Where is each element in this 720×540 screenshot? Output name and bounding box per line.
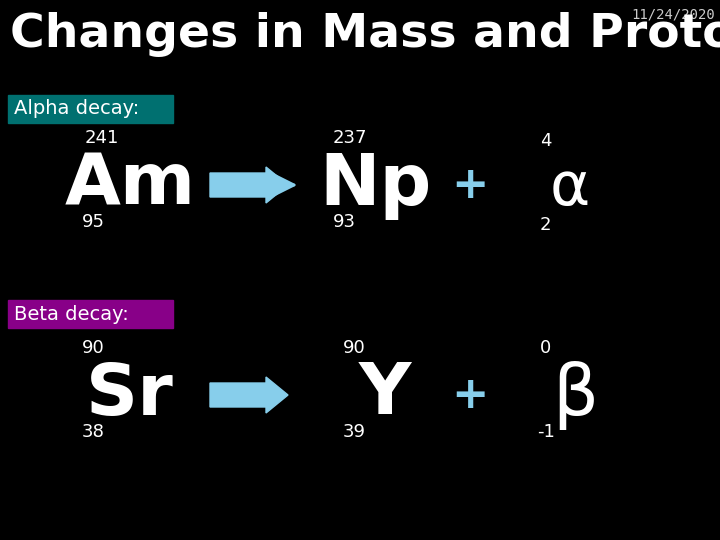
Text: Am: Am	[64, 151, 196, 219]
Text: 237: 237	[333, 129, 367, 147]
Text: 93: 93	[333, 213, 356, 231]
Text: 4: 4	[540, 132, 552, 150]
Text: 38: 38	[82, 423, 105, 441]
Text: -1: -1	[537, 423, 555, 441]
Text: 241: 241	[85, 129, 120, 147]
Text: 39: 39	[343, 423, 366, 441]
Text: Alpha decay:: Alpha decay:	[14, 99, 139, 118]
Text: Np: Np	[319, 151, 431, 219]
Text: +: +	[451, 164, 489, 206]
Text: +: +	[451, 374, 489, 416]
Text: 2: 2	[540, 216, 552, 234]
Text: 90: 90	[343, 339, 366, 357]
Text: 95: 95	[82, 213, 105, 231]
Text: 90: 90	[82, 339, 104, 357]
Text: 11/24/2020: 11/24/2020	[631, 8, 715, 22]
FancyArrow shape	[210, 377, 288, 413]
Text: Beta decay:: Beta decay:	[14, 305, 129, 323]
Text: α: α	[550, 159, 590, 218]
Text: Y: Y	[359, 361, 411, 429]
FancyBboxPatch shape	[8, 300, 173, 328]
Text: Sr: Sr	[86, 361, 174, 429]
FancyArrow shape	[210, 167, 288, 203]
FancyBboxPatch shape	[8, 95, 173, 123]
Text: Changes in Mass and Proton Number: Changes in Mass and Proton Number	[10, 12, 720, 57]
Text: β: β	[552, 361, 598, 429]
Text: 0: 0	[540, 339, 552, 357]
